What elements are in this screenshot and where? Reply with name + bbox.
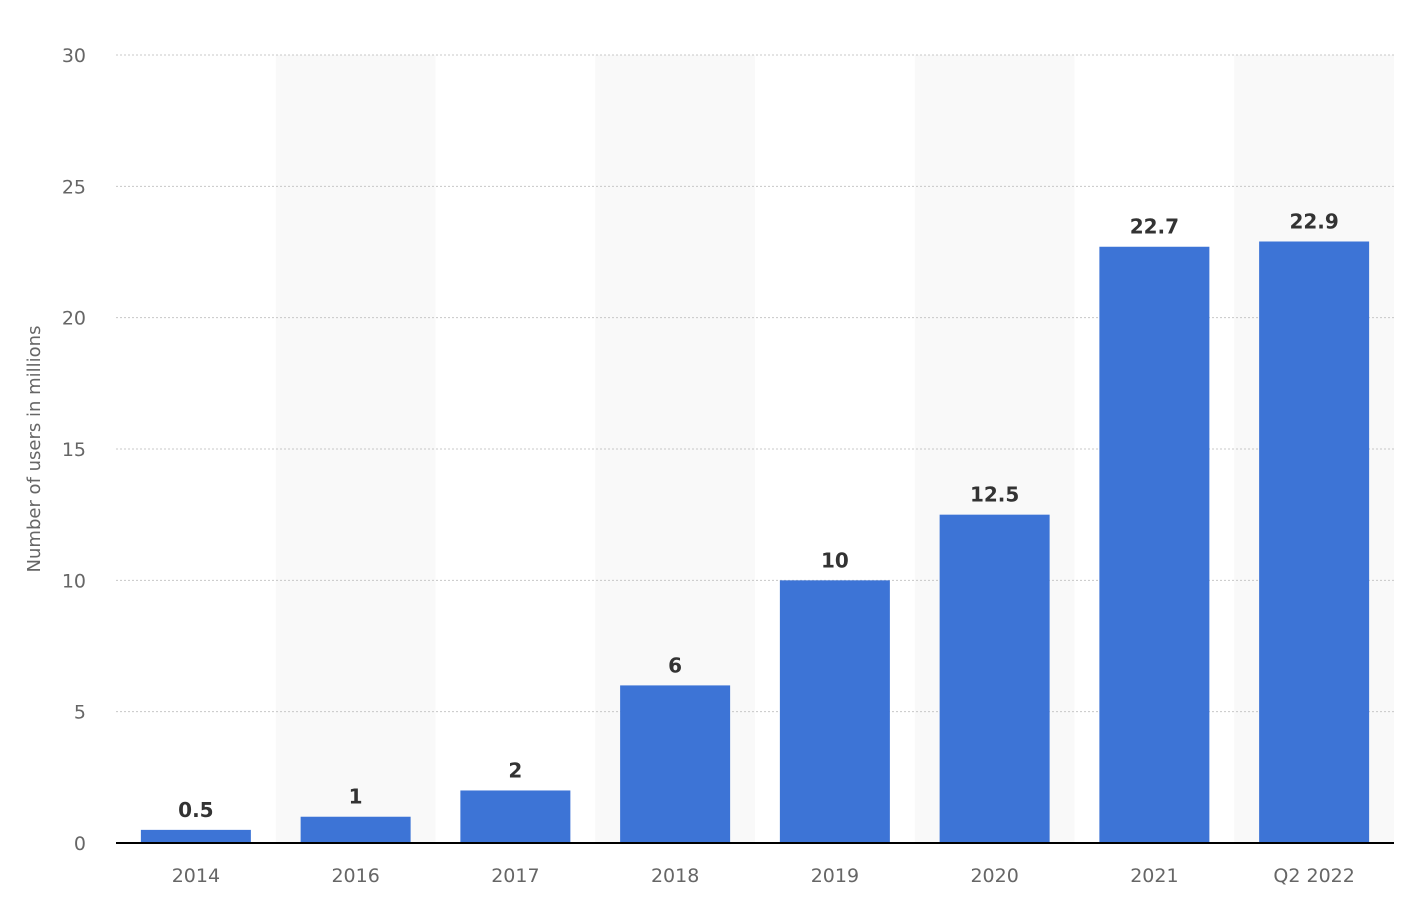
bar-value-label: 22.7 xyxy=(1130,215,1179,239)
category-band xyxy=(275,55,436,843)
bar[interactable] xyxy=(140,829,251,843)
x-tick-label: Q2 2022 xyxy=(1273,865,1354,887)
y-tick-label: 5 xyxy=(74,702,86,724)
y-tick-label: 30 xyxy=(62,45,86,67)
x-tick-label: 2021 xyxy=(1130,865,1178,887)
bar[interactable] xyxy=(300,816,411,843)
y-axis-title: Number of users in millions xyxy=(24,326,45,573)
bar[interactable] xyxy=(939,514,1050,843)
bar-value-label: 22.9 xyxy=(1289,209,1338,233)
bar-value-label: 6 xyxy=(668,653,682,677)
data-labels: 0.5 1 2 6 10 12.5 22.7 22.9 xyxy=(178,209,1339,821)
bar-value-label: 2 xyxy=(508,758,522,782)
y-tick-label: 25 xyxy=(62,176,86,198)
y-tick-label: 15 xyxy=(62,439,86,461)
x-tick-label: 2020 xyxy=(970,865,1018,887)
x-axis-ticks: 2014 2016 2017 2018 2019 2020 2021 Q2 2022 xyxy=(172,865,1355,887)
bar[interactable] xyxy=(620,685,731,843)
bar-value-label: 1 xyxy=(349,785,363,809)
x-tick-label: 2014 xyxy=(172,865,220,887)
bar-value-label: 10 xyxy=(821,548,849,572)
bar[interactable] xyxy=(460,790,571,843)
bar[interactable] xyxy=(1259,241,1370,843)
x-tick-label: 2017 xyxy=(491,865,539,887)
bars xyxy=(140,241,1370,843)
bar-value-label: 12.5 xyxy=(970,483,1019,507)
x-tick-label: 2019 xyxy=(811,865,859,887)
y-tick-label: 10 xyxy=(62,570,86,592)
y-axis-ticks: 0 5 10 15 20 25 30 xyxy=(62,45,86,855)
x-tick-label: 2018 xyxy=(651,865,699,887)
x-tick-label: 2016 xyxy=(331,865,379,887)
bar[interactable] xyxy=(779,580,890,843)
y-tick-label: 0 xyxy=(74,833,86,855)
bar[interactable] xyxy=(1099,246,1210,843)
y-tick-label: 20 xyxy=(62,308,86,330)
bar-value-label: 0.5 xyxy=(178,798,213,822)
